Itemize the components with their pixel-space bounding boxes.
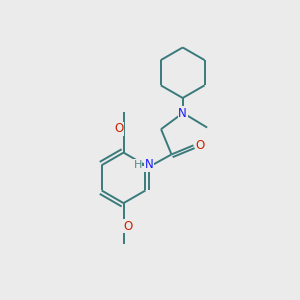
Text: N: N bbox=[178, 107, 187, 120]
Text: O: O bbox=[114, 122, 123, 135]
Text: H: H bbox=[134, 160, 142, 170]
Text: O: O bbox=[124, 220, 133, 233]
Text: O: O bbox=[195, 139, 205, 152]
Text: N: N bbox=[145, 158, 153, 171]
